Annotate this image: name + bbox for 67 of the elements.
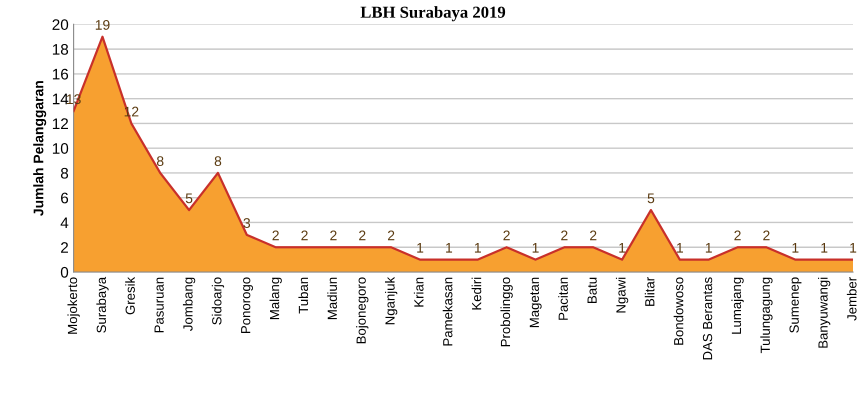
y-tick-label: 14 xyxy=(52,94,68,104)
y-tick-label: 18 xyxy=(52,44,68,55)
y-tick-label: 4 xyxy=(60,218,68,228)
data-label: 1 xyxy=(417,243,424,253)
chart-title: LBH Surabaya 2019 xyxy=(360,6,506,22)
y-tick-label: 10 xyxy=(52,143,68,154)
data-label: 2 xyxy=(330,230,337,240)
x-tick-label: Bondowoso xyxy=(674,277,684,345)
x-tick-label: Magetan xyxy=(530,278,542,328)
data-label: 2 xyxy=(272,230,279,240)
data-label: 1 xyxy=(532,243,539,253)
data-label: 1 xyxy=(850,243,856,253)
y-axis-title: Jumlah Pelanggaran xyxy=(33,81,46,216)
x-tick-label: Madiun xyxy=(327,278,337,320)
data-label: 2 xyxy=(590,230,596,240)
data-label: 2 xyxy=(503,230,510,240)
data-label: 5 xyxy=(648,194,654,204)
x-tick-label: Bojonegoro xyxy=(356,277,368,344)
y-tick-label: 12 xyxy=(52,118,68,129)
data-label: 1 xyxy=(474,243,481,253)
x-tick-label: Banyuwangi xyxy=(818,278,830,348)
data-label: 8 xyxy=(214,156,222,166)
x-tick-label: Surabaya xyxy=(96,276,109,333)
x-tick-label: Sumenep xyxy=(789,277,802,333)
y-tick-label: 0 xyxy=(60,266,68,278)
data-label: 2 xyxy=(561,230,568,240)
x-tick-label: Ngawi xyxy=(616,278,628,312)
x-tick-label: Probolinggo xyxy=(500,277,513,346)
x-tick-label: Blitar xyxy=(644,277,654,306)
x-tick-label: Pamekasan xyxy=(442,278,452,346)
x-tick-label: Ponorogo xyxy=(241,277,253,334)
x-tick-label: Nganjuk xyxy=(384,276,398,324)
data-label: 5 xyxy=(186,194,192,204)
data-label: 1 xyxy=(821,243,828,253)
y-tick-label: 2 xyxy=(61,242,68,253)
data-label: 1 xyxy=(792,243,798,253)
data-label: 19 xyxy=(96,20,110,30)
x-tick-label: Jember xyxy=(846,277,857,321)
data-label: 2 xyxy=(359,230,366,240)
data-label: 8 xyxy=(156,156,164,166)
data-label: 1 xyxy=(619,243,626,253)
data-label: 2 xyxy=(388,230,394,240)
data-label: 2 xyxy=(301,230,308,240)
data-label: 3 xyxy=(243,218,250,228)
y-tick-label: 8 xyxy=(60,168,68,179)
data-label: 1 xyxy=(706,243,712,253)
data-label: 2 xyxy=(763,230,770,240)
x-tick-label: DAS Berantas xyxy=(702,277,712,360)
x-tick-label: Krian xyxy=(414,278,424,307)
x-tick-label: Pasuruan xyxy=(154,278,164,332)
y-tick-label: 16 xyxy=(52,68,68,80)
x-tick-label: Kediri xyxy=(472,278,482,310)
x-tick-label: Sidoarjo xyxy=(212,277,224,325)
x-tick-label: Tulungagung xyxy=(760,278,773,354)
x-tick-label: Tuban xyxy=(298,278,308,314)
x-tick-label: Lumajang xyxy=(731,278,744,334)
x-tick-label: Gresik xyxy=(125,276,135,314)
x-tick-label: Jombang xyxy=(182,278,196,331)
x-tick-label: Malang xyxy=(270,278,282,320)
data-label: 1 xyxy=(446,243,452,253)
data-label: 1 xyxy=(677,243,683,253)
y-tick-label: 20 xyxy=(52,19,68,30)
y-tick-label: 6 xyxy=(61,192,68,204)
x-tick-label: Pacitan xyxy=(558,278,568,320)
data-label: 2 xyxy=(734,230,741,240)
x-tick-label: Batu xyxy=(588,278,597,303)
x-tick-label: Mojokerto xyxy=(67,277,80,334)
